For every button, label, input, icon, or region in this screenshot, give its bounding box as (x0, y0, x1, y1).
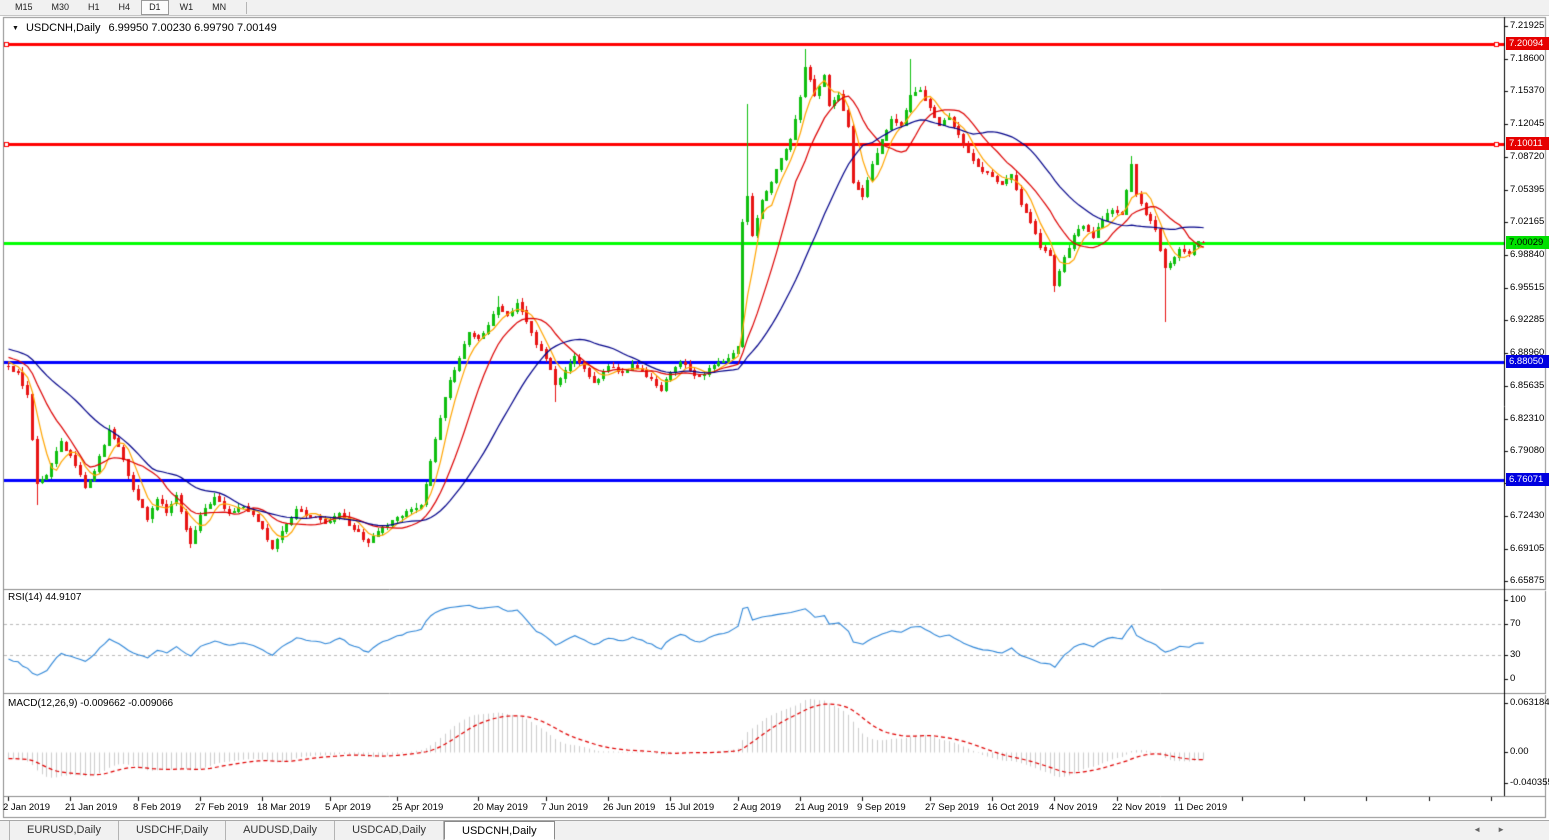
timeframe-button-mn[interactable]: MN (212, 2, 227, 12)
timeframe-button-w1[interactable]: W1 (179, 2, 194, 12)
tab-scroll-arrows: ◄ ► (1473, 824, 1505, 836)
timeframe-button-m15[interactable]: M15 (15, 2, 33, 12)
chart-tab-bar: EURUSD,Daily USDCHF,Daily AUDUSD,Daily USDC… (0, 820, 1549, 840)
tab-scroll-right-icon[interactable]: ► (1497, 825, 1505, 834)
tab-eurusd-daily[interactable]: EURUSD,Daily (9, 821, 119, 840)
tab-audusd-daily[interactable]: AUDUSD,Daily (226, 821, 336, 840)
tab-scroll-left-icon[interactable]: ◄ (1473, 825, 1482, 834)
chart-title-quote: 6.99950 7.00230 6.99790 7.00149 (108, 22, 277, 34)
chart-title: ▼ USDCNH,Daily 6.99950 7.00230 6.99790 7.0… (12, 22, 277, 34)
toolbar-separator (246, 1, 248, 14)
macd-indicator-label: MACD(12,26,9) -0.009662 -0.009066 (8, 698, 174, 709)
rsi-indicator-label: RSI(14) 44.9107 (8, 592, 82, 603)
timeframe-button-m30[interactable]: M30 (51, 2, 70, 12)
timeframe-button-h1[interactable]: H1 (88, 2, 100, 12)
tab-usdcad-daily[interactable]: USDCAD,Daily (335, 821, 445, 840)
tab-usdcnh-daily[interactable]: USDCNH,Daily (444, 821, 555, 840)
timeframe-toolbar: M15 M30 H1 H4 D1 W1 MN (0, 0, 1549, 16)
chart-title-symbol: USDCNH,Daily (25, 22, 101, 34)
tab-usdchf-daily[interactable]: USDCHF,Daily (119, 821, 227, 840)
timeframe-button-d1[interactable]: D1 (141, 0, 169, 15)
chart-title-dropdown-icon[interactable]: ▼ (12, 25, 19, 32)
timeframe-button-h4[interactable]: H4 (118, 2, 131, 12)
